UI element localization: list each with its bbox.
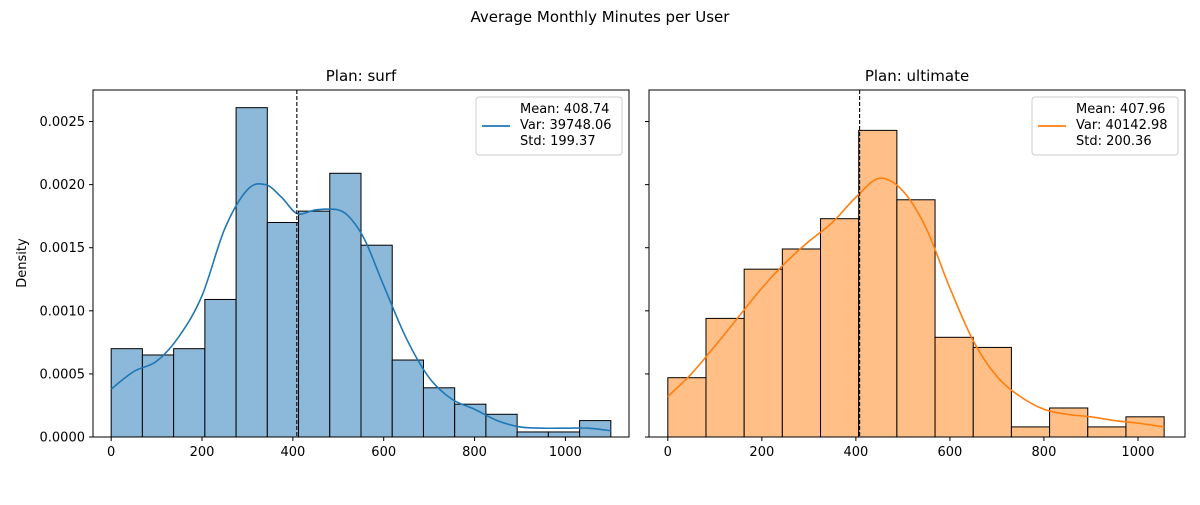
histogram-bar [743,268,783,438]
histogram-bar [1125,416,1165,438]
histogram-bar [173,348,206,438]
legend-entry: Mean: 408.74 [520,102,609,117]
histogram-bar [858,129,898,438]
y-tick-label: 0.0000 [40,431,86,446]
histogram-bar [972,346,1012,438]
legend-entry: Var: 40142.98 [1076,118,1168,133]
panel-ultimate: Plan: ultimate 0 200 400 600 800 1000 Mean: 407… [645,67,1186,460]
x-tick-label: 0 [664,445,672,460]
x-tick-label: 400 [280,445,305,460]
legend-box [475,96,623,156]
histogram-bar [141,354,175,438]
histogram-bar [781,248,822,438]
legend-box [1031,96,1179,156]
histogram-bar [298,210,331,438]
x-tick-label: 400 [843,445,868,460]
x-tick-label: 600 [371,445,396,460]
histogram-bar [1010,426,1051,438]
histogram-bar [110,348,143,438]
kde-curve [667,177,1165,428]
histogram-bar [705,317,745,438]
histogram-bar [820,218,860,438]
y-tick-label: 0.0020 [40,178,86,193]
panel-surf: Plan: surf 0 200 400 600 800 1000 0.0000 0.0005 0… [40,67,630,460]
histogram-bar [516,431,549,438]
x-tick-label: 1000 [549,445,582,460]
legend-entry: Std: 200.36 [1076,134,1152,149]
histogram-bar [266,221,300,438]
histogram-bar [329,172,362,438]
y-tick-label: 0.0025 [40,115,86,130]
x-tick-label: 0 [107,445,115,460]
axes-frame [92,89,630,438]
y-axis-label: Density [15,238,30,288]
figure-suptitle: Average Monthly Minutes per User [471,8,731,26]
x-tick-label: 200 [190,445,215,460]
histogram-bar [667,377,707,438]
histogram-bar [1087,426,1127,438]
histogram-bar [391,359,424,438]
y-tick-label: 0.0010 [40,304,86,319]
panel-title: Plan: ultimate [865,67,969,85]
x-tick-label: 800 [462,445,487,460]
histogram-bar [360,244,393,438]
y-tick-label: 0.0015 [40,241,86,256]
histogram-bar [547,431,581,438]
panel-title: Plan: surf [326,67,397,85]
axes-frame [648,89,1186,438]
histogram-bar [235,107,268,438]
histogram-bar [454,403,487,438]
legend-entry: Std: 199.37 [520,134,596,149]
legend-entry: Var: 39748.06 [520,118,612,133]
legend-entry: Mean: 407.96 [1076,102,1165,117]
histogram-bar [204,298,237,438]
histogram-bar [934,336,974,438]
y-tick-label: 0.0005 [40,367,86,382]
x-tick-label: 1000 [1121,445,1154,460]
x-tick-label: 800 [1032,445,1057,460]
x-tick-label: 600 [937,445,962,460]
histogram-bar [422,387,456,438]
kde-curve [110,182,611,432]
x-tick-label: 200 [749,445,774,460]
